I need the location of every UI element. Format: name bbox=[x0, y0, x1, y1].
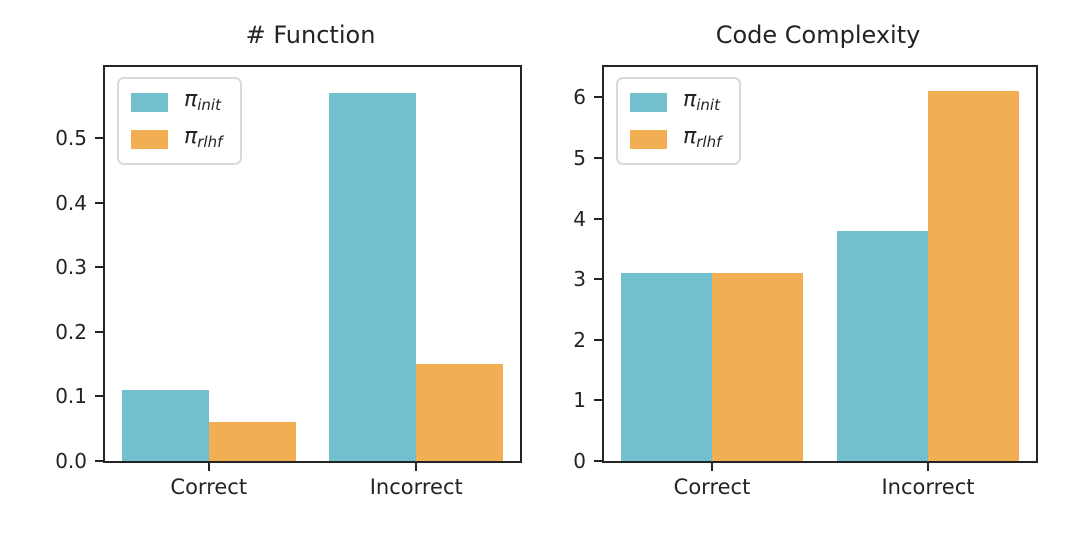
legend-label-rlhf: πrlhf bbox=[184, 124, 223, 152]
bar-rlhf-correct bbox=[208, 422, 296, 461]
x-category-label: Incorrect bbox=[369, 475, 463, 499]
y-tick-label: 0.1 bbox=[55, 384, 87, 409]
chart-title-num-function: # Function bbox=[245, 21, 376, 49]
y-tick-mark bbox=[594, 278, 602, 281]
y-tick-mark bbox=[594, 96, 602, 99]
chart-title-code-complexity: Code Complexity bbox=[715, 21, 921, 49]
y-tick-mark bbox=[95, 137, 103, 140]
plot-area-num-function: πinit πrlhf 0.0 0.1 0.2 0.3 0.4 0.5 Correct Inc… bbox=[55, 65, 522, 499]
y-tick-mark bbox=[594, 217, 602, 220]
x-tick-mark bbox=[415, 463, 418, 471]
y-tick-mark bbox=[95, 266, 103, 269]
y-tick-label: 0 bbox=[573, 449, 586, 473]
bar-init-incorrect bbox=[329, 92, 417, 461]
plot-area-code-complexity: πinit πrlhf 0 1 2 3 4 5 6 Correct Incorrect bbox=[573, 65, 1038, 499]
y-tick-label: 5 bbox=[573, 145, 586, 170]
bar-rlhf-correct bbox=[712, 273, 803, 461]
y-tick-label: 0.4 bbox=[55, 190, 87, 215]
y-tick-mark bbox=[594, 460, 602, 462]
legend-swatch-rlhf-icon bbox=[630, 130, 667, 149]
y-tick-mark bbox=[594, 156, 602, 159]
x-category-label: Correct bbox=[170, 475, 248, 499]
bar-init-correct bbox=[621, 273, 712, 461]
legend-swatch-rlhf-icon bbox=[131, 130, 168, 149]
legend: πinit πrlhf bbox=[616, 77, 742, 165]
bar-init-incorrect bbox=[837, 230, 928, 461]
legend-entry-init: πinit bbox=[630, 89, 721, 116]
legend-label-init: πinit bbox=[184, 87, 221, 115]
legend-label-init: πinit bbox=[683, 87, 720, 115]
x-category-label: Incorrect bbox=[881, 475, 975, 499]
y-tick-label: 1 bbox=[573, 388, 586, 413]
y-tick-mark bbox=[95, 395, 103, 398]
bar-init-correct bbox=[121, 389, 209, 461]
y-tick-mark bbox=[594, 399, 602, 402]
x-tick-mark bbox=[207, 463, 210, 471]
y-tick-label: 0.0 bbox=[55, 449, 87, 473]
y-tick-label: 6 bbox=[573, 85, 586, 110]
y-tick-mark bbox=[95, 460, 103, 462]
bar-rlhf-incorrect bbox=[416, 364, 504, 461]
legend-entry-rlhf: πrlhf bbox=[630, 126, 721, 153]
x-category-label: Correct bbox=[673, 475, 751, 499]
bar-rlhf-incorrect bbox=[928, 91, 1019, 461]
y-tick-label: 0.2 bbox=[55, 319, 87, 344]
legend-swatch-init-icon bbox=[131, 93, 168, 112]
x-tick-mark bbox=[711, 463, 713, 471]
legend-label-rlhf: πrlhf bbox=[683, 124, 722, 152]
y-tick-label: 0.5 bbox=[55, 126, 87, 151]
legend-swatch-init-icon bbox=[630, 93, 667, 112]
y-tick-label: 4 bbox=[573, 206, 586, 231]
y-tick-mark bbox=[594, 338, 602, 341]
legend: πinit πrlhf bbox=[117, 77, 243, 165]
x-tick-mark bbox=[927, 463, 929, 471]
y-tick-mark bbox=[95, 330, 103, 333]
y-tick-label: 3 bbox=[573, 267, 586, 292]
y-tick-label: 2 bbox=[573, 327, 586, 352]
legend-entry-rlhf: πrlhf bbox=[131, 126, 222, 153]
y-tick-mark bbox=[95, 201, 103, 204]
y-tick-label: 0.3 bbox=[55, 255, 87, 280]
legend-entry-init: πinit bbox=[131, 89, 222, 116]
